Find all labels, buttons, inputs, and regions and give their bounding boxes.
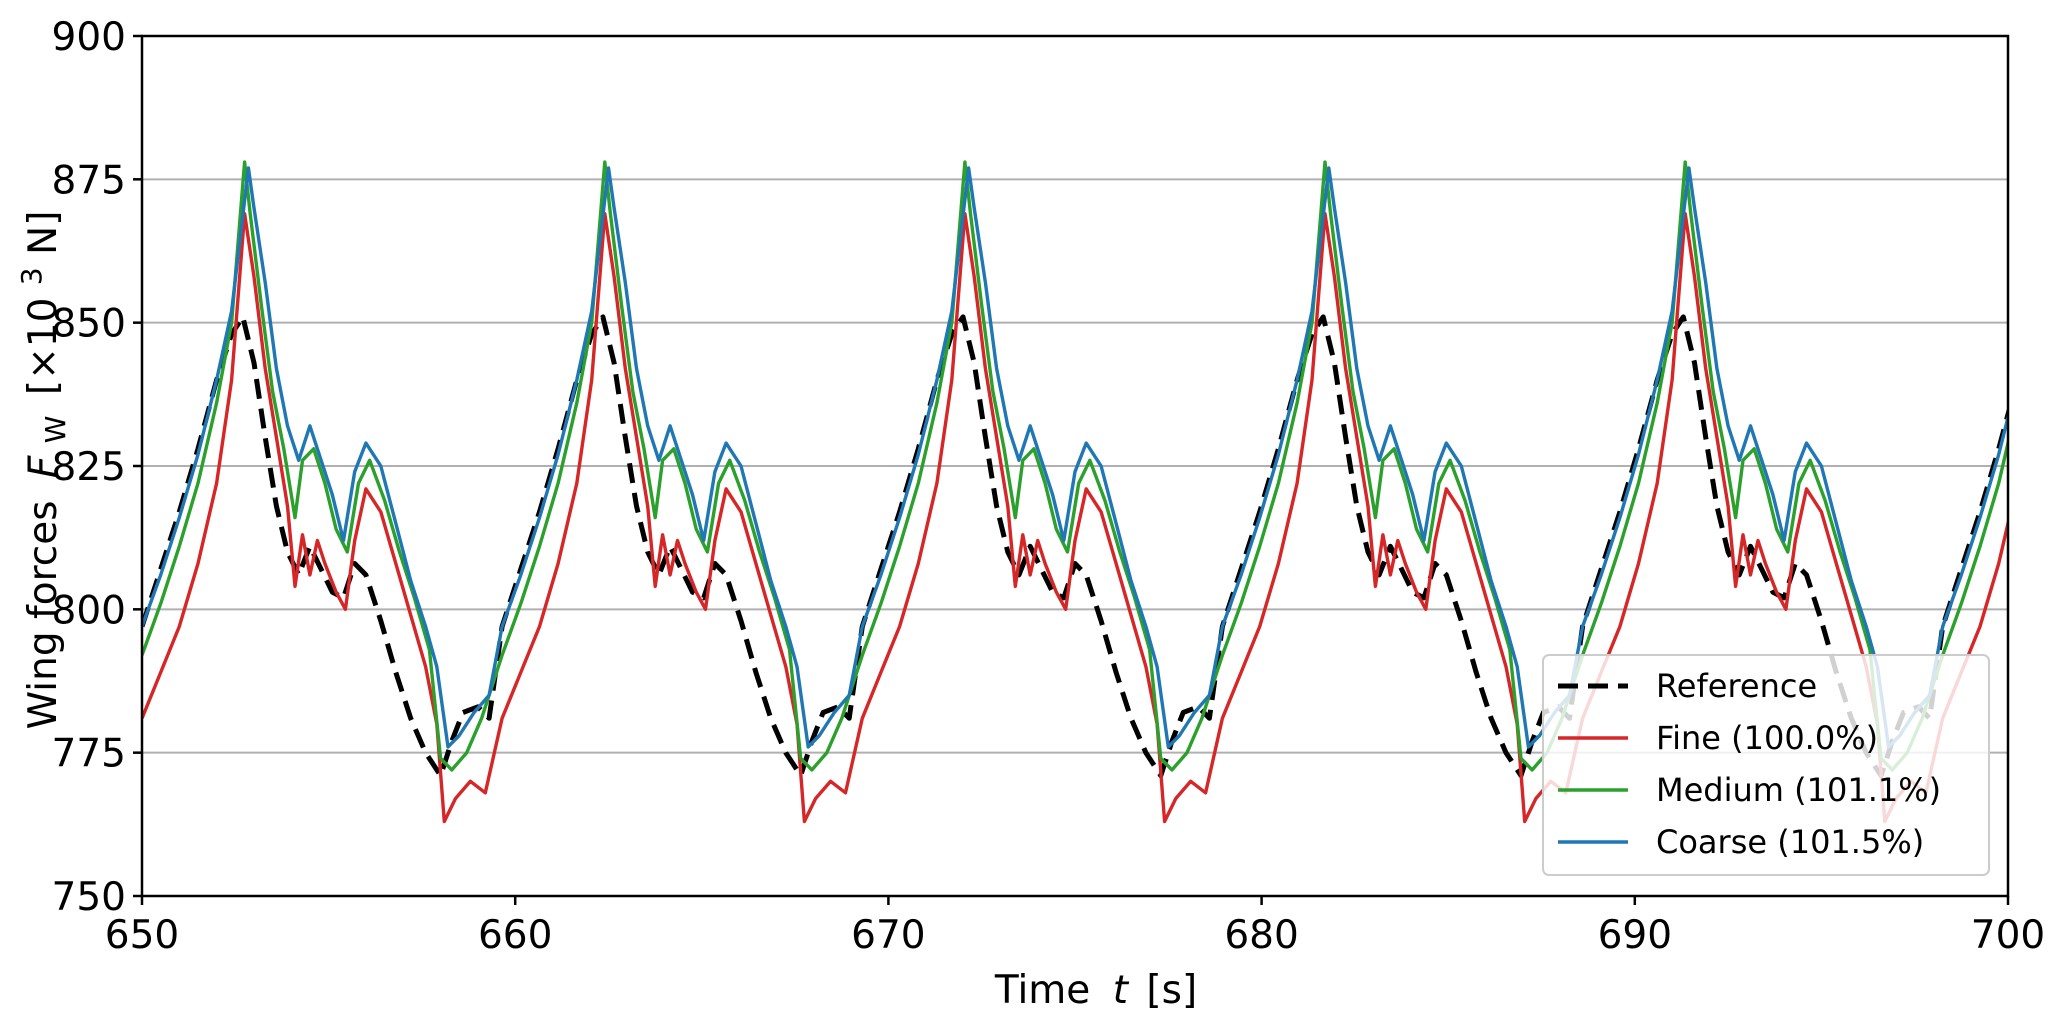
y-tick-label: 850 [52, 302, 126, 347]
y-tick-label: 875 [52, 158, 126, 203]
y-axis-label-unit-prefix: [×10 [21, 298, 66, 396]
series-line-coarse-101-5 [142, 166, 2008, 749]
x-tick-label: 700 [1971, 913, 2045, 958]
x-tick-label: 690 [1598, 913, 1672, 958]
y-tick-label: 825 [52, 445, 126, 490]
axis-ticks: 750 775 800 825 850 875 900 650 660 670 680 690 700 [52, 15, 2046, 958]
y-tick-label: 775 [52, 732, 126, 777]
legend-label-reference: Reference [1656, 667, 1817, 705]
y-axis-label-subscript: W [39, 416, 72, 444]
legend-label-medium-101-1: Medium (101.1%) [1656, 771, 1941, 809]
series-layer [142, 160, 2008, 824]
x-tick-label: 660 [478, 913, 552, 958]
y-tick-label: 750 [52, 875, 126, 920]
y-axis-label-text: Wing forces [21, 500, 66, 729]
x-tick-label: 650 [105, 913, 179, 958]
legend: Reference Fine (100.0%) Medium (101.1%) Coa… [1542, 654, 1990, 876]
y-axis-label-symbol: F [21, 455, 66, 478]
x-tick-label: 680 [1224, 913, 1298, 958]
legend-label-coarse-101-5: Coarse (101.5%) [1656, 823, 1924, 861]
series-line-fine-100-0 [142, 212, 2008, 824]
y-axis-label-unit-exp: 3 [15, 267, 48, 285]
legend-box [1542, 654, 1990, 876]
x-tick-label: 670 [851, 913, 925, 958]
x-axis-label-text: Time [994, 968, 1090, 1013]
x-axis-label-symbol: t [1113, 968, 1130, 1013]
x-axis-label-unit: [s] [1146, 968, 1197, 1013]
series-line-medium-101-1 [142, 160, 2008, 772]
y-tick-label: 800 [52, 588, 126, 633]
y-axis-label: Wing forces F W [×10 3 N] [6, 211, 75, 730]
y-axis-label-unit-suffix: N] [21, 211, 66, 255]
x-axis-label: Time t [s] [994, 968, 1197, 1013]
legend-label-fine-100-0: Fine (100.0%) [1656, 719, 1878, 757]
y-tick-label: 900 [52, 15, 126, 60]
